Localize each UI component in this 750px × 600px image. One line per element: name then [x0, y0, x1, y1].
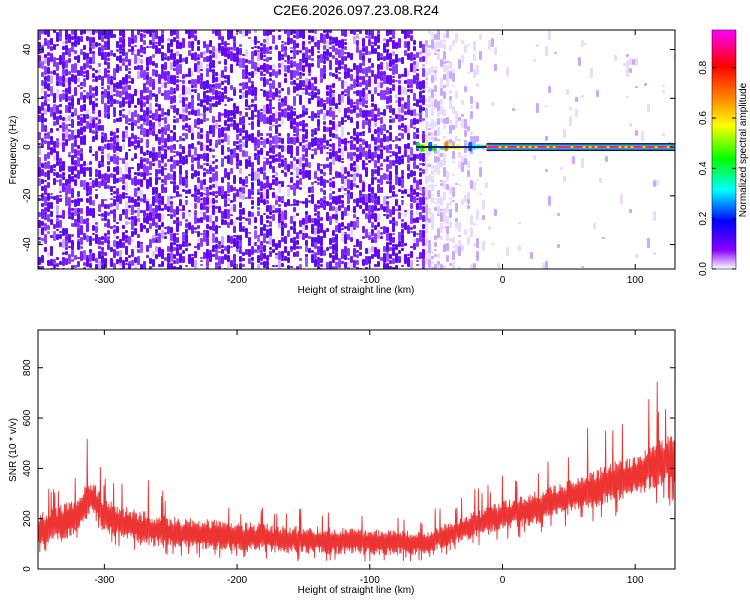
snr-y-tick-label: 800 — [22, 359, 33, 376]
snr-panel: -300 -200 -100 0 100 0 200 400 600 800 Height of… — [8, 329, 676, 596]
snr-x-tick-label: -100 — [360, 575, 380, 586]
snr-line — [38, 381, 675, 562]
colorbar-tick-label: 0.4 — [698, 161, 709, 175]
signal-band-core — [486, 145, 675, 149]
spectrogram-x-tick-label: -200 — [227, 275, 247, 286]
spectrogram-frame — [37, 29, 676, 270]
snr-y-label: SNR (10 * v/v) — [8, 418, 19, 482]
spectrogram-noise-layer — [38, 30, 675, 269]
colorbar-ticks: 0.0 0.2 0.4 0.6 0.8 — [698, 60, 736, 276]
spectrogram-x-ticks: -300 -200 -100 0 100 — [94, 30, 644, 286]
snr-x-ticks: -300 -200 -100 0 100 — [94, 330, 644, 586]
snr-x-tick-label: -200 — [227, 575, 247, 586]
colorbar: 0.0 0.2 0.4 0.6 0.8 Normalized spectral ampl… — [698, 29, 749, 276]
snr-x-tick-label: -300 — [94, 575, 114, 586]
snr-y-ticks: 0 200 400 600 800 — [22, 359, 675, 572]
spectrogram-y-tick-label: 0 — [22, 144, 33, 150]
spectrogram-y-tick-label: -20 — [22, 188, 33, 203]
snr-x-tick-label: 100 — [627, 575, 644, 586]
colorbar-label: Normalized spectral amplitude — [738, 82, 749, 217]
snr-y-tick-label: 200 — [22, 510, 33, 527]
colorbar-tick-label: 0.0 — [698, 262, 709, 276]
snr-x-tick-label: 0 — [500, 575, 506, 586]
snr-frame — [37, 329, 676, 570]
snr-y-tick-label: 0 — [22, 566, 33, 572]
snr-y-tick-label: 600 — [22, 409, 33, 426]
spectrogram-x-tick-label: 0 — [500, 275, 506, 286]
spectrogram-x-tick-label: 100 — [627, 275, 644, 286]
snr-y-tick-label: 400 — [22, 460, 33, 477]
snr-series — [38, 381, 675, 562]
colorbar-gradient — [711, 29, 737, 270]
spectrogram-y-ticks: -40 -20 0 20 40 — [22, 44, 675, 252]
spectrogram-x-label: Height of straight line (km) — [298, 285, 415, 296]
spectrogram-y-label: Frequency (Hz) — [8, 116, 19, 185]
spectrogram-x-tick-label: -300 — [94, 275, 114, 286]
spectrogram-y-tick-label: 40 — [22, 44, 33, 56]
spectrogram-y-tick-label: 20 — [22, 92, 33, 104]
spectrogram-x-tick-label: -100 — [360, 275, 380, 286]
snr-x-label: Height of straight line (km) — [298, 585, 415, 596]
colorbar-tick-label: 0.8 — [698, 60, 709, 74]
colorbar-tick-label: 0.6 — [698, 111, 709, 125]
spectrogram-signal-layer — [416, 141, 675, 152]
figure-title: C2E6.2026.097.23.08.R24 — [273, 2, 439, 18]
colorbar-tick-label: 0.2 — [698, 211, 709, 225]
spectrogram-y-tick-label: -40 — [22, 237, 33, 252]
